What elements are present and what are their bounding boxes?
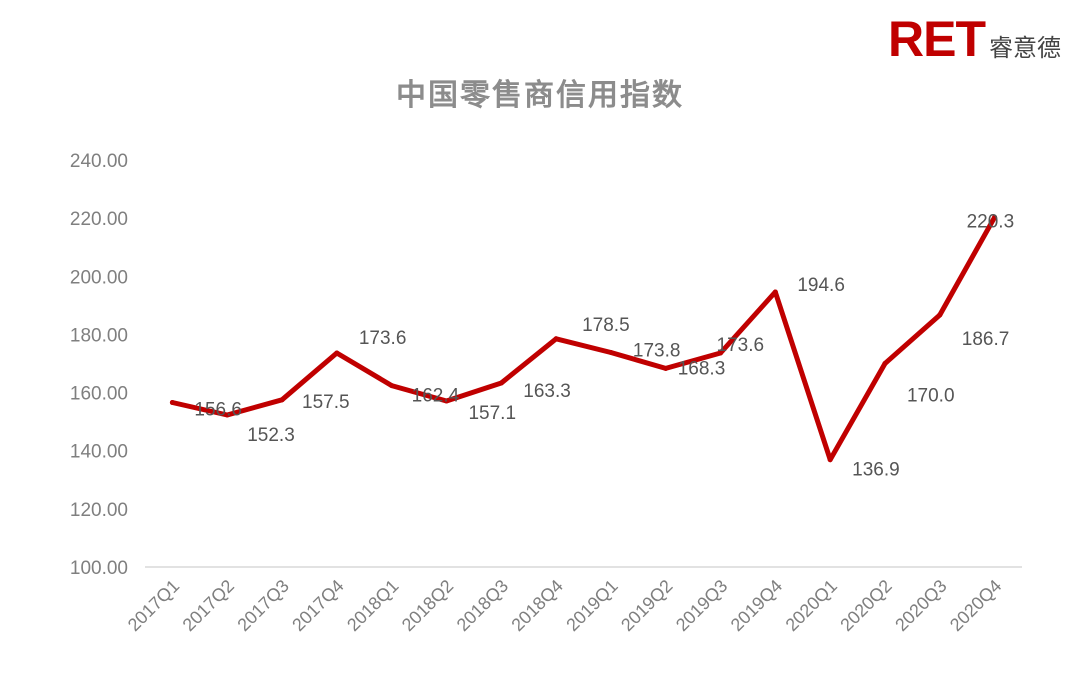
data-label: 157.1 xyxy=(468,403,516,424)
logo-text: 睿意德 xyxy=(989,34,1061,62)
x-tick-label: 2018Q3 xyxy=(453,576,512,635)
data-label: 194.6 xyxy=(797,275,845,296)
data-label: 157.5 xyxy=(302,392,350,413)
x-tick-label: 2020Q4 xyxy=(946,576,1005,635)
data-label: 163.3 xyxy=(523,381,571,402)
data-label: 173.8 xyxy=(633,340,681,361)
data-point xyxy=(937,312,943,318)
data-label: 136.9 xyxy=(852,460,900,481)
data-label: 220.3 xyxy=(967,211,1015,232)
y-tick-label: 240.00 xyxy=(70,151,128,172)
x-tick-label: 2020Q2 xyxy=(836,576,895,635)
data-label: 173.6 xyxy=(359,328,407,349)
data-label: 170.0 xyxy=(907,386,955,407)
x-tick-label: 2017Q2 xyxy=(179,576,238,635)
data-point xyxy=(279,397,285,403)
data-point xyxy=(224,412,230,418)
data-point xyxy=(608,349,614,355)
x-tick-label: 2020Q1 xyxy=(782,576,841,635)
y-tick-label: 220.00 xyxy=(70,209,128,230)
data-label: 178.5 xyxy=(582,315,630,336)
data-point xyxy=(992,214,998,220)
logo: RET 睿意德 xyxy=(888,14,1061,64)
chart-title: 中国零售商信用指数 xyxy=(396,78,684,113)
x-tick-label: 2017Q3 xyxy=(233,576,292,635)
data-point xyxy=(389,383,395,389)
x-tick-label: 2020Q3 xyxy=(891,576,950,635)
data-point xyxy=(827,457,833,463)
x-tick-label: 2018Q1 xyxy=(343,576,402,635)
series-line xyxy=(169,214,998,463)
x-tick-label: 2019Q3 xyxy=(672,576,731,635)
x-tick-label: 2017Q4 xyxy=(288,576,347,635)
data-point xyxy=(498,380,504,386)
data-point xyxy=(443,398,449,404)
logo-mark: RET xyxy=(888,11,986,67)
data-label: 152.3 xyxy=(247,425,295,446)
x-tick-label: 2017Q1 xyxy=(124,576,183,635)
x-tick-label: 2019Q1 xyxy=(562,576,621,635)
y-tick-label: 200.00 xyxy=(70,267,128,288)
data-point xyxy=(553,336,559,342)
data-point xyxy=(882,361,888,366)
data-label: 186.7 xyxy=(962,329,1010,350)
x-tick-label: 2018Q4 xyxy=(507,576,566,635)
data-point xyxy=(772,289,778,295)
data-point xyxy=(334,350,340,356)
y-tick-label: 160.00 xyxy=(70,384,128,405)
data-point xyxy=(718,350,724,356)
y-tick-label: 120.00 xyxy=(70,500,128,521)
x-tick-label: 2018Q2 xyxy=(398,576,457,635)
data-label: 156.6 xyxy=(194,399,242,420)
x-tick-label: 2019Q2 xyxy=(617,576,676,635)
data-label: 173.6 xyxy=(717,335,765,356)
y-tick-label: 100.00 xyxy=(70,558,128,579)
data-point xyxy=(169,399,175,405)
y-tick-label: 140.00 xyxy=(70,442,128,463)
x-tick-label: 2019Q4 xyxy=(727,576,786,635)
data-point xyxy=(663,365,669,371)
data-label: 162.4 xyxy=(412,386,460,407)
y-tick-label: 180.00 xyxy=(70,325,128,346)
data-label: 168.3 xyxy=(678,358,726,379)
